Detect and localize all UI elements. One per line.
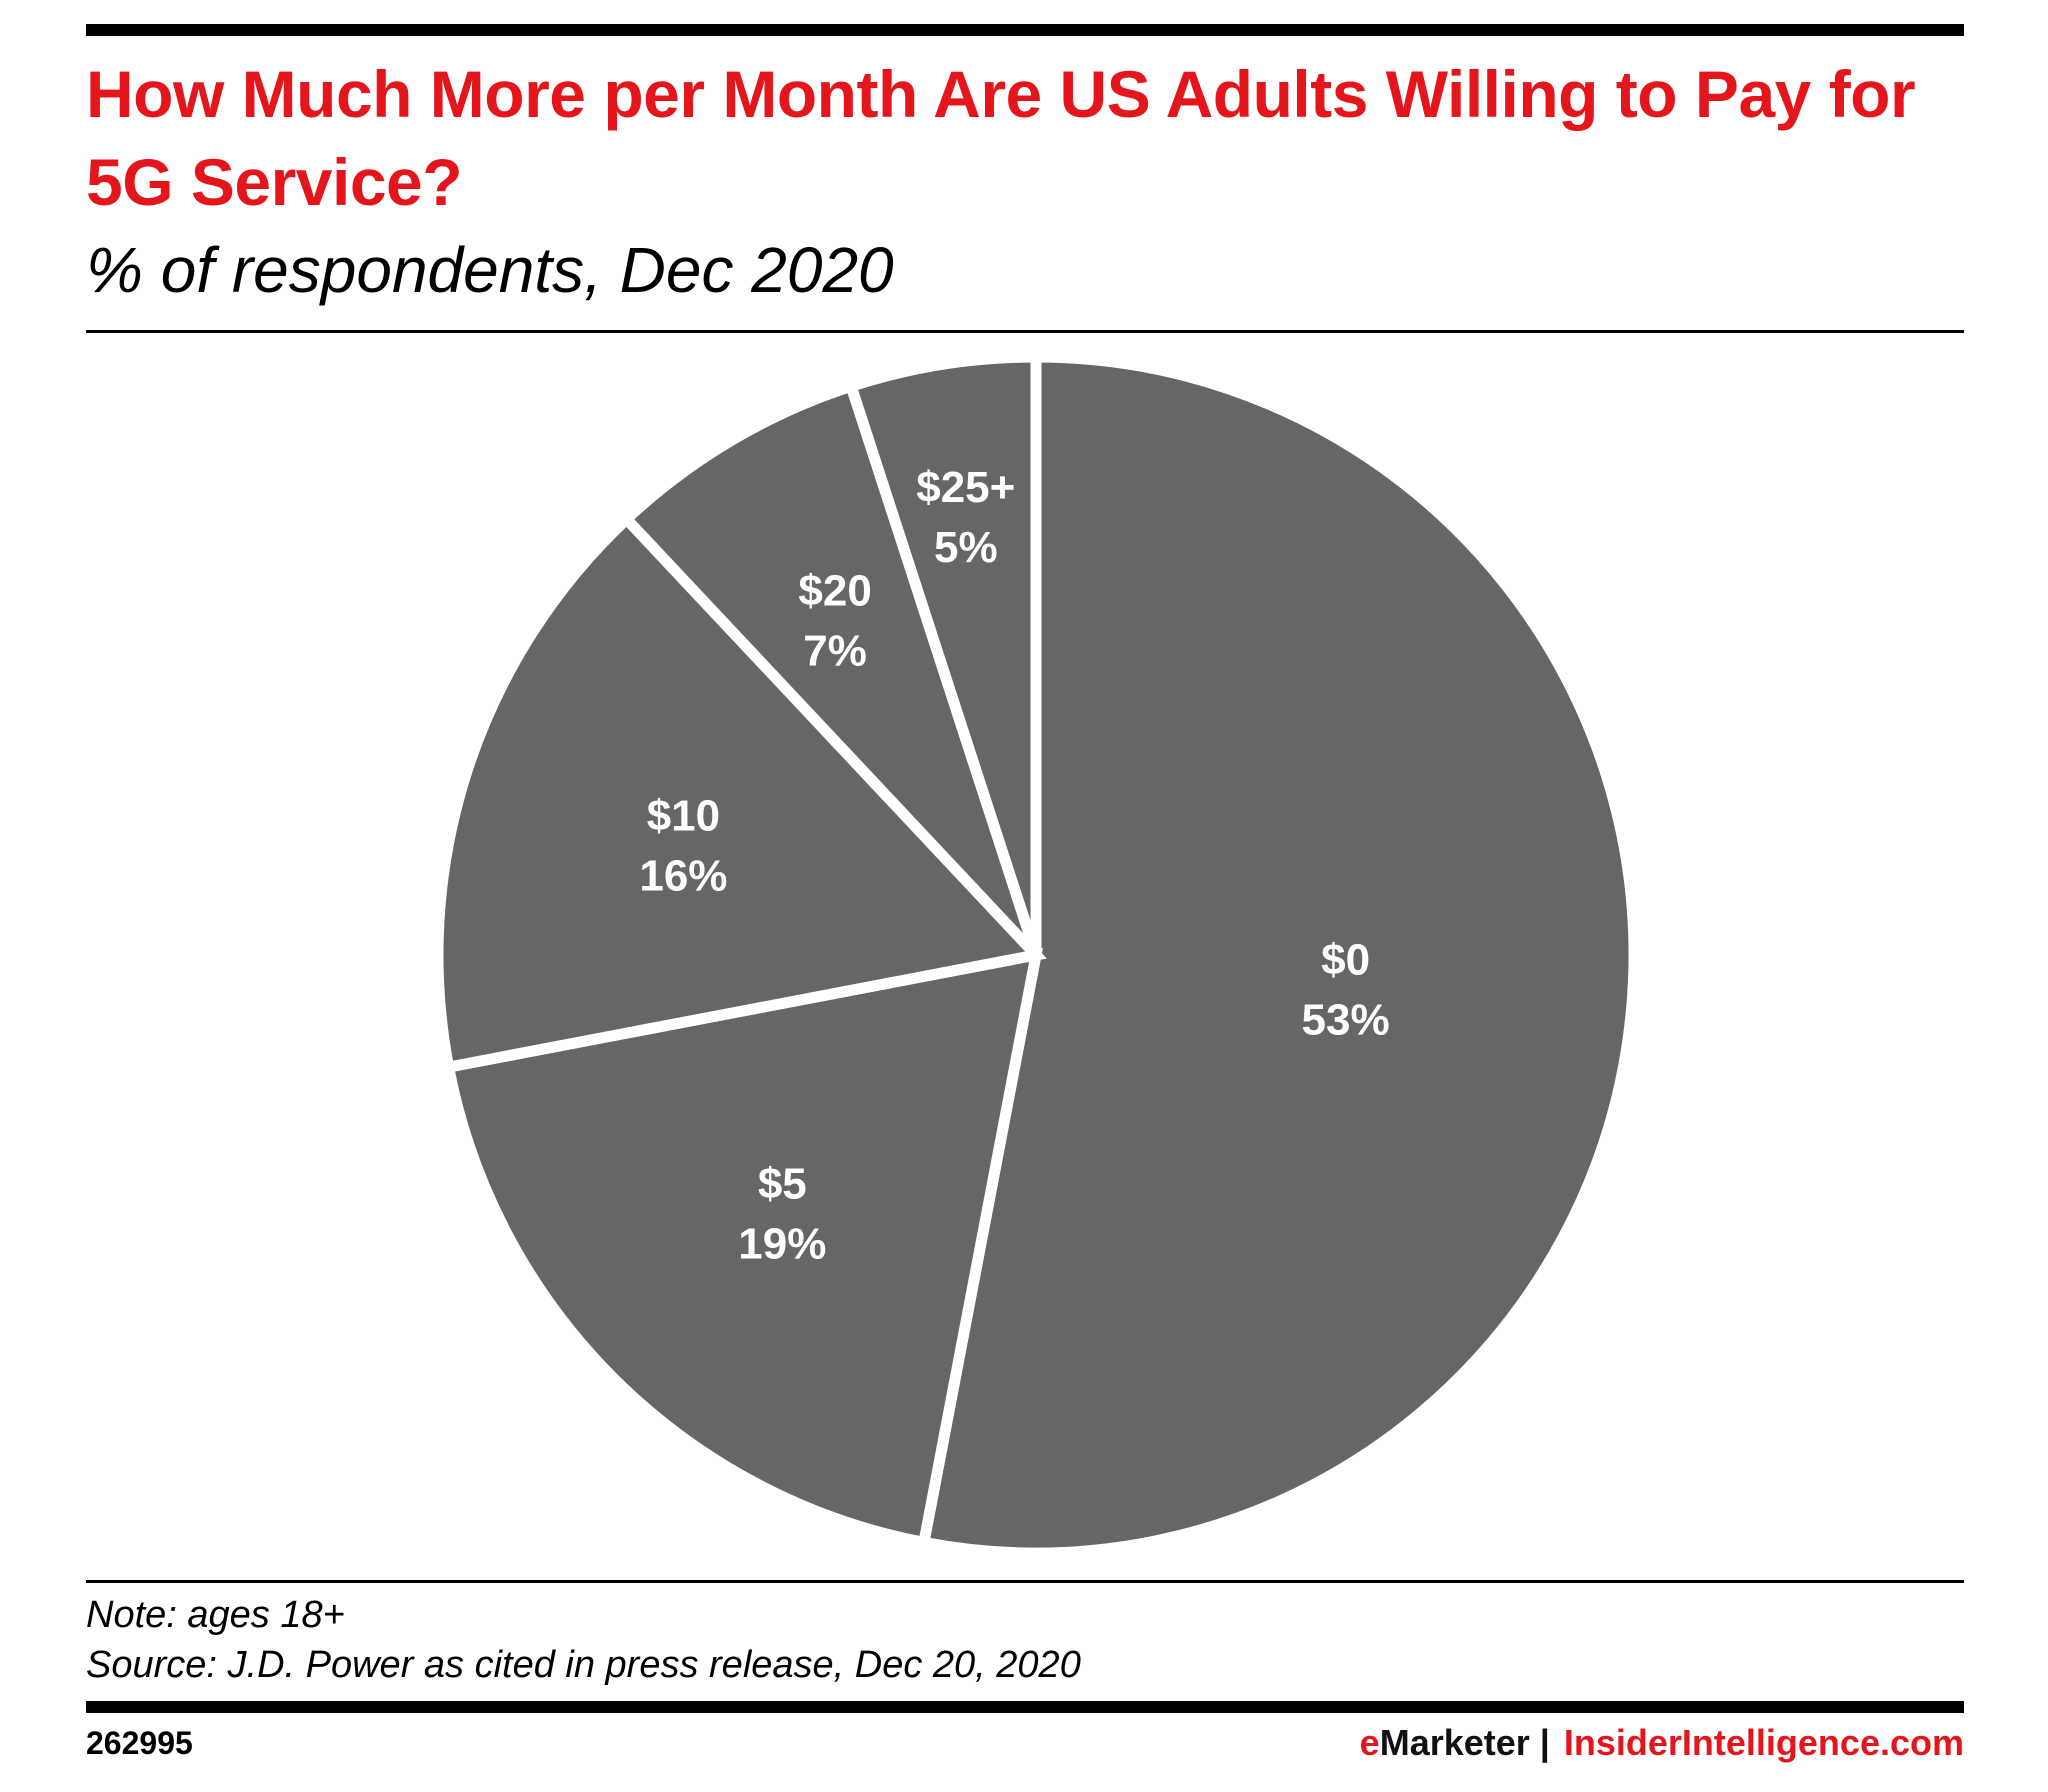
chart-title: How Much More per Month Are US Adults Wi…	[86, 57, 1916, 219]
pie-slices	[432, 351, 1640, 1559]
chart-note: Note: ages 18+	[86, 1594, 345, 1636]
brand-separator: |	[1539, 1722, 1550, 1763]
slice-category-label: $0	[1321, 935, 1370, 984]
slice-value-label: 16%	[639, 851, 727, 900]
slice-value-label: 5%	[934, 523, 998, 572]
chart-source: Source: J.D. Power as cited in press rel…	[86, 1644, 1081, 1686]
bottom-rule	[86, 1701, 1964, 1713]
footer-rule	[86, 1580, 1964, 1583]
pie-slice-3	[618, 379, 1042, 959]
slice-category-label: $25+	[916, 463, 1015, 512]
brand-e: e	[1359, 1722, 1380, 1763]
brand-site-link[interactable]: InsiderIntelligence.com	[1563, 1722, 1964, 1763]
brand-marketer: Marketer	[1379, 1722, 1530, 1763]
slice-category-label: $5	[758, 1160, 807, 1209]
slice-category-label: $10	[647, 791, 720, 840]
top-rule	[86, 24, 1964, 36]
chart-id: 262995	[86, 1725, 193, 1761]
pie-slice-2	[432, 511, 1047, 1074]
brand-line: eMarketer | InsiderIntelligence.com	[1360, 1722, 1964, 1764]
slice-value-label: 53%	[1302, 995, 1390, 1044]
subtitle-rule	[86, 330, 1964, 333]
pie-slice-0	[917, 351, 1640, 1559]
slice-value-label: 19%	[738, 1220, 826, 1269]
pie-slice-1	[442, 948, 1043, 1549]
slice-value-label: 7%	[803, 626, 867, 675]
slice-category-label: $20	[798, 566, 871, 615]
chart-subtitle: % of respondents, Dec 2020	[86, 234, 894, 306]
pie-chart: $0 53% $5 19% $10 16% $20 7% $25+ 5%	[432, 351, 1640, 1559]
pie-slice-4	[844, 351, 1042, 957]
pie-labels: $0 53% $5 19% $10 16% $20 7% $25+ 5%	[639, 463, 1389, 1269]
